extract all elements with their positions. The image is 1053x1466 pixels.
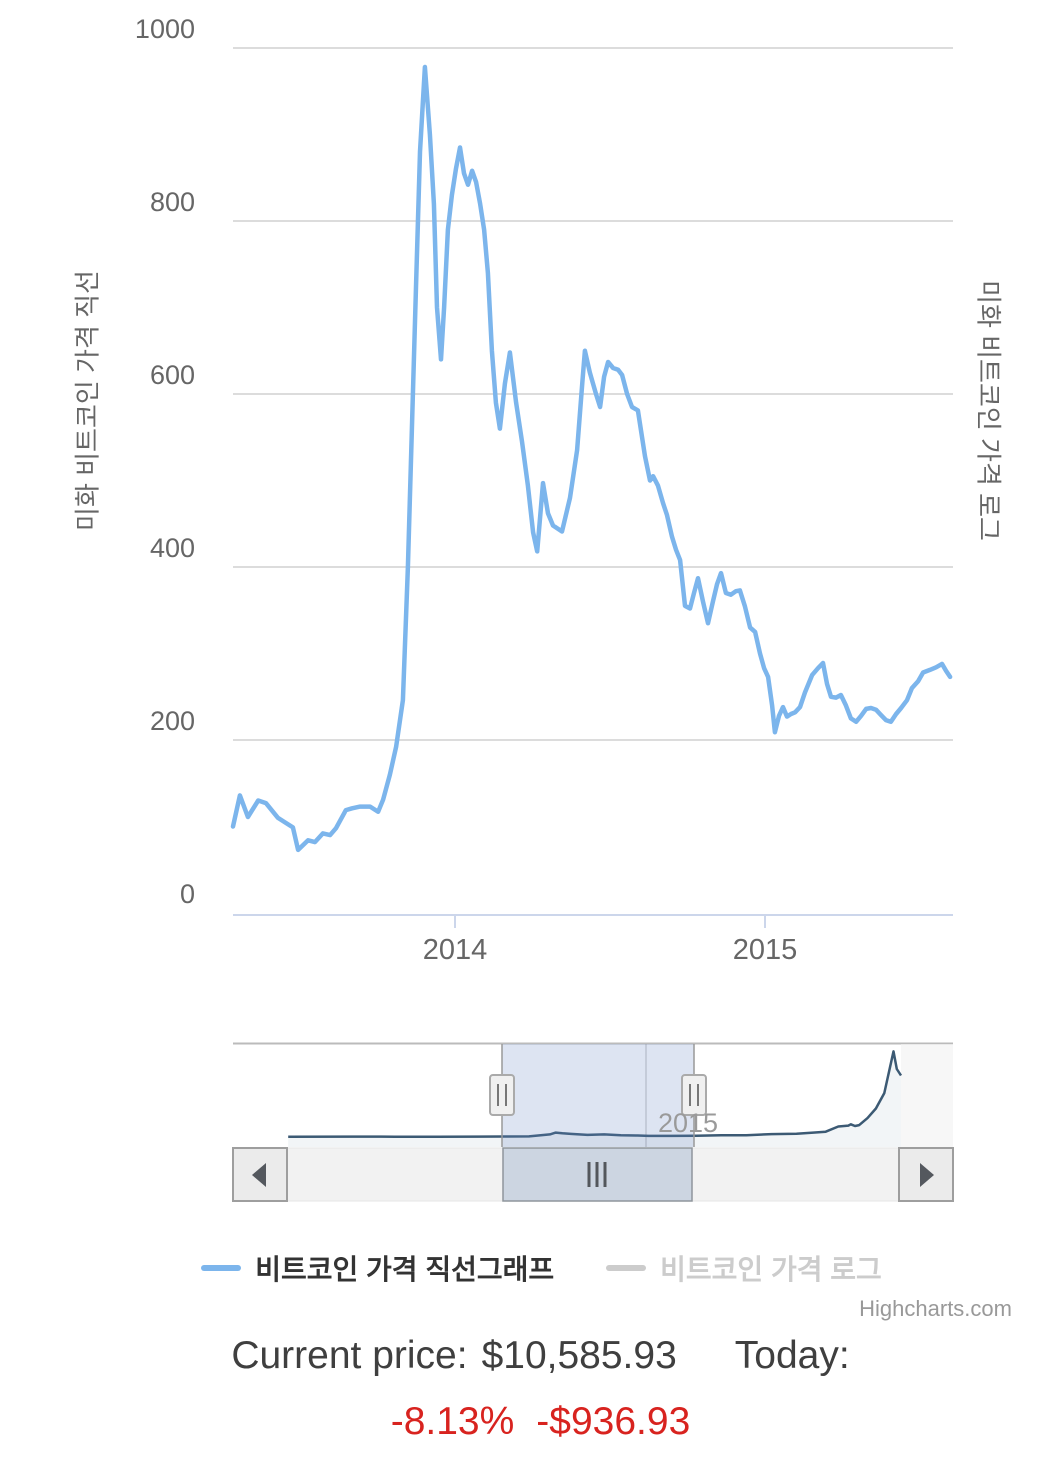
legend: 비트코인 가격 직선그래프 비트코인 가격 로그 xyxy=(0,1248,1053,1288)
plot-area[interactable] xyxy=(233,48,953,915)
scrollbar-grip-icon xyxy=(587,1162,607,1187)
y-axis-label: 800 xyxy=(149,187,195,217)
y-axis-label: 400 xyxy=(149,533,195,563)
legend-swatch-log xyxy=(606,1265,647,1271)
today-label: Today: xyxy=(734,1334,850,1377)
right-arrow-icon xyxy=(920,1163,934,1187)
left-arrow-icon xyxy=(252,1163,266,1187)
footer-price-line: Current price: $10,585.93 Today: xyxy=(14,1334,1053,1378)
legend-swatch-linear xyxy=(201,1265,242,1271)
legend-item-linear[interactable]: 비트코인 가격 직선그래프 xyxy=(201,1248,554,1288)
change-percent: -8.13% xyxy=(390,1400,515,1443)
navigator-mask-selected[interactable] xyxy=(502,1044,694,1147)
footer-change-line: -8.13% -$936.93 xyxy=(14,1400,1053,1444)
change-amount: -$936.93 xyxy=(536,1400,691,1443)
y-axis-label: 0 xyxy=(179,879,195,909)
x-axis-label-2014: 2014 xyxy=(422,934,488,966)
y-axis-label: 600 xyxy=(149,360,195,390)
right-axis-title: 미화 비트코인 가격 로그 xyxy=(973,280,1004,541)
left-axis-title: 미화 비트코인 가격 직선 xyxy=(72,270,103,531)
legend-item-log[interactable]: 비트코인 가격 로그 xyxy=(606,1248,882,1288)
credits-link[interactable]: Highcharts.com xyxy=(859,1296,1012,1321)
navigator-series-path xyxy=(288,1050,903,1138)
navigator-nodata-area xyxy=(901,1044,953,1147)
chart-canvas xyxy=(230,47,954,1202)
navigator-handle-left[interactable] xyxy=(489,1044,515,1147)
y-gridlines xyxy=(233,47,953,741)
main-series-path[interactable] xyxy=(230,64,953,853)
navigator-handle-right[interactable] xyxy=(681,1044,707,1147)
legend-label-linear: 비트코인 가격 직선그래프 xyxy=(255,1254,555,1285)
y-axis-label: 1000 xyxy=(134,14,195,44)
x-axis-label-2015: 2015 xyxy=(732,934,798,966)
current-price-value: $10,585.93 xyxy=(481,1334,677,1377)
legend-label-log: 비트코인 가격 로그 xyxy=(660,1254,882,1285)
navigator-year-label: 2015 xyxy=(657,1108,719,1138)
current-price-label: Current price: xyxy=(231,1334,468,1377)
y-axis-label: 200 xyxy=(149,706,195,736)
